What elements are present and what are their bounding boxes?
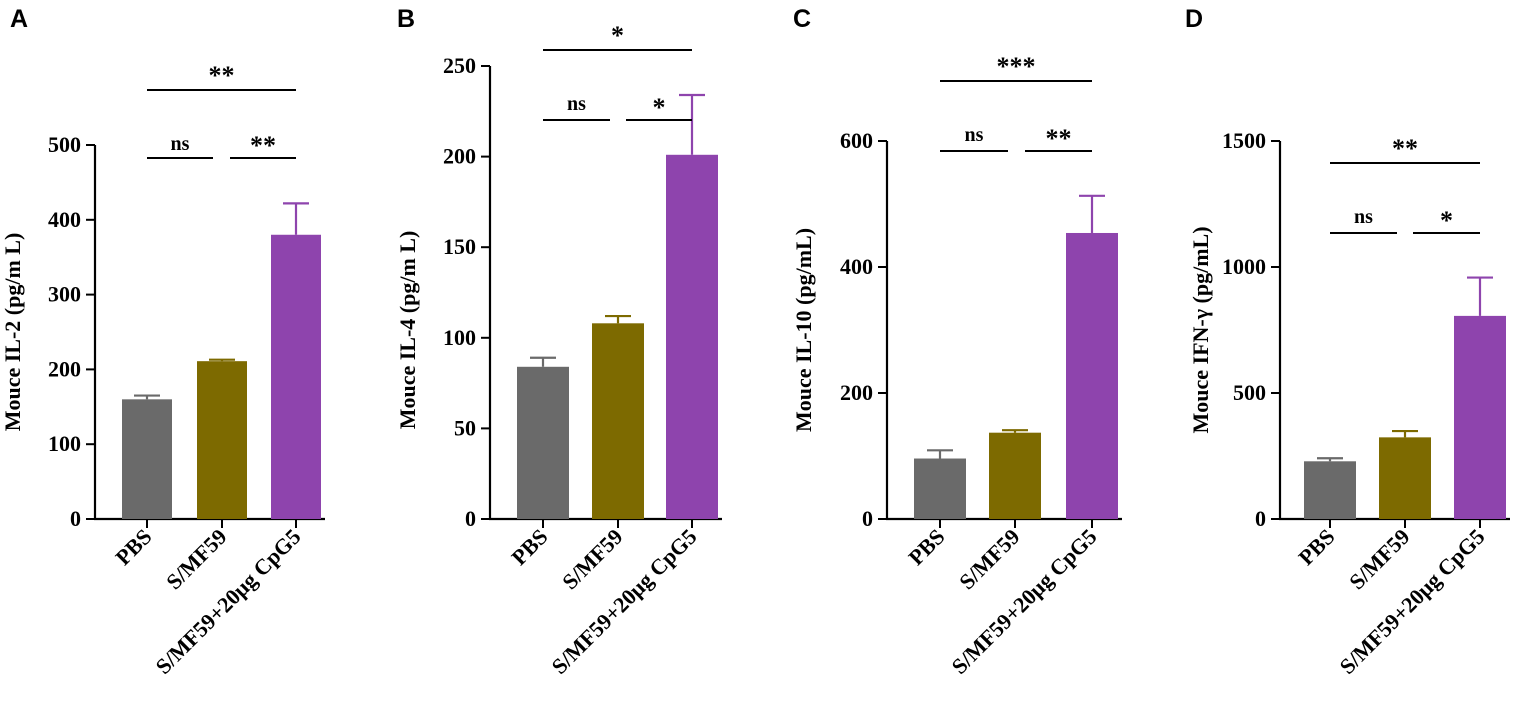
bar-smf59 — [989, 432, 1041, 519]
panel-a: A Mouce IL-2 (pg/m L) 0 100 200 300 400 500 PB… — [0, 5, 325, 679]
y-tick-label: 400 — [840, 254, 873, 279]
significance-label: ** — [1046, 124, 1072, 153]
category-label: S/MF59 — [954, 524, 1024, 594]
category-label: S/MF59 — [557, 524, 627, 594]
panel-b: B Mouce IL-4 (pg/m L) 0 50 100 150 200 250 PBS… — [395, 5, 722, 679]
y-axis-title: Mouce IL-2 (pg/m L) — [0, 233, 25, 432]
y-tick-label: 50 — [454, 415, 476, 440]
y-tick-label: 0 — [1255, 506, 1266, 531]
y-tick-label: 1000 — [1222, 254, 1266, 279]
category-label: S/MF59+20μg CpG5 — [946, 524, 1101, 679]
y-tick-label: 500 — [48, 132, 81, 157]
bar-pbs — [914, 458, 966, 519]
y-tick-label: 100 — [443, 325, 476, 350]
significance-label: * — [1440, 206, 1453, 235]
bar-smf59-cpg5 — [1066, 232, 1118, 520]
bar-smf59 — [1379, 437, 1431, 519]
panel-letter: C — [793, 5, 811, 33]
panel-c: C Mouce IL-10 (pg/mL) 0 200 400 600 PBS S/MF5… — [791, 5, 1122, 679]
category-label: S/MF59+20μg CpG5 — [150, 524, 305, 679]
significance-label: * — [611, 21, 624, 50]
y-tick-label: 0 — [465, 506, 476, 531]
panel-letter: B — [397, 5, 415, 33]
y-tick-label: 200 — [48, 356, 81, 381]
significance-label: *** — [997, 52, 1036, 81]
panel-d: D Mouce IFN-γ (pg/mL) 0 500 1000 1500 PBS S/M… — [1185, 5, 1510, 679]
bar-smf59-cpg5 — [271, 234, 321, 519]
significance-label: * — [653, 93, 666, 122]
y-tick-label: 150 — [443, 234, 476, 259]
y-tick-label: 250 — [443, 53, 476, 78]
y-axis-title: Mouce IL-4 (pg/m L) — [395, 231, 420, 430]
category-label: PBS — [506, 524, 552, 570]
panel-letter: D — [1185, 5, 1203, 33]
category-label: PBS — [110, 524, 156, 570]
category-label: PBS — [1293, 524, 1339, 570]
y-tick-label: 1500 — [1222, 128, 1266, 153]
significance-label: ns — [965, 124, 984, 146]
significance-label: ** — [250, 131, 276, 160]
y-tick-label: 300 — [48, 282, 81, 307]
bar-pbs — [517, 366, 569, 519]
significance-label: ns — [567, 93, 586, 115]
bar-pbs — [122, 399, 172, 519]
category-label: S/MF59+20μg CpG5 — [1334, 524, 1489, 679]
bar-smf59 — [592, 323, 644, 519]
significance-label: ns — [171, 133, 190, 155]
y-tick-label: 500 — [1233, 380, 1266, 405]
category-label: PBS — [903, 524, 949, 570]
significance-label: ** — [1392, 134, 1418, 163]
y-axis-title: Mouce IFN-γ (pg/mL) — [1188, 226, 1213, 433]
bar-pbs — [1304, 461, 1356, 519]
y-tick-label: 600 — [840, 128, 873, 153]
significance-label: ** — [209, 61, 235, 90]
significance-label: ns — [1354, 206, 1373, 228]
y-tick-label: 0 — [862, 506, 873, 531]
y-tick-label: 100 — [48, 431, 81, 456]
y-tick-label: 200 — [840, 380, 873, 405]
category-label: S/MF59 — [1344, 524, 1414, 594]
y-axis-title: Mouce IL-10 (pg/mL) — [791, 228, 816, 432]
category-label: S/MF59 — [161, 524, 231, 594]
category-label: S/MF59+20μg CpG5 — [546, 524, 701, 679]
y-tick-label: 400 — [48, 207, 81, 232]
y-tick-label: 200 — [443, 144, 476, 169]
panel-letter: A — [10, 5, 28, 33]
bar-smf59-cpg5 — [666, 154, 718, 519]
y-tick-label: 0 — [70, 506, 81, 531]
bar-smf59-cpg5 — [1454, 315, 1506, 519]
bar-smf59 — [197, 361, 247, 519]
